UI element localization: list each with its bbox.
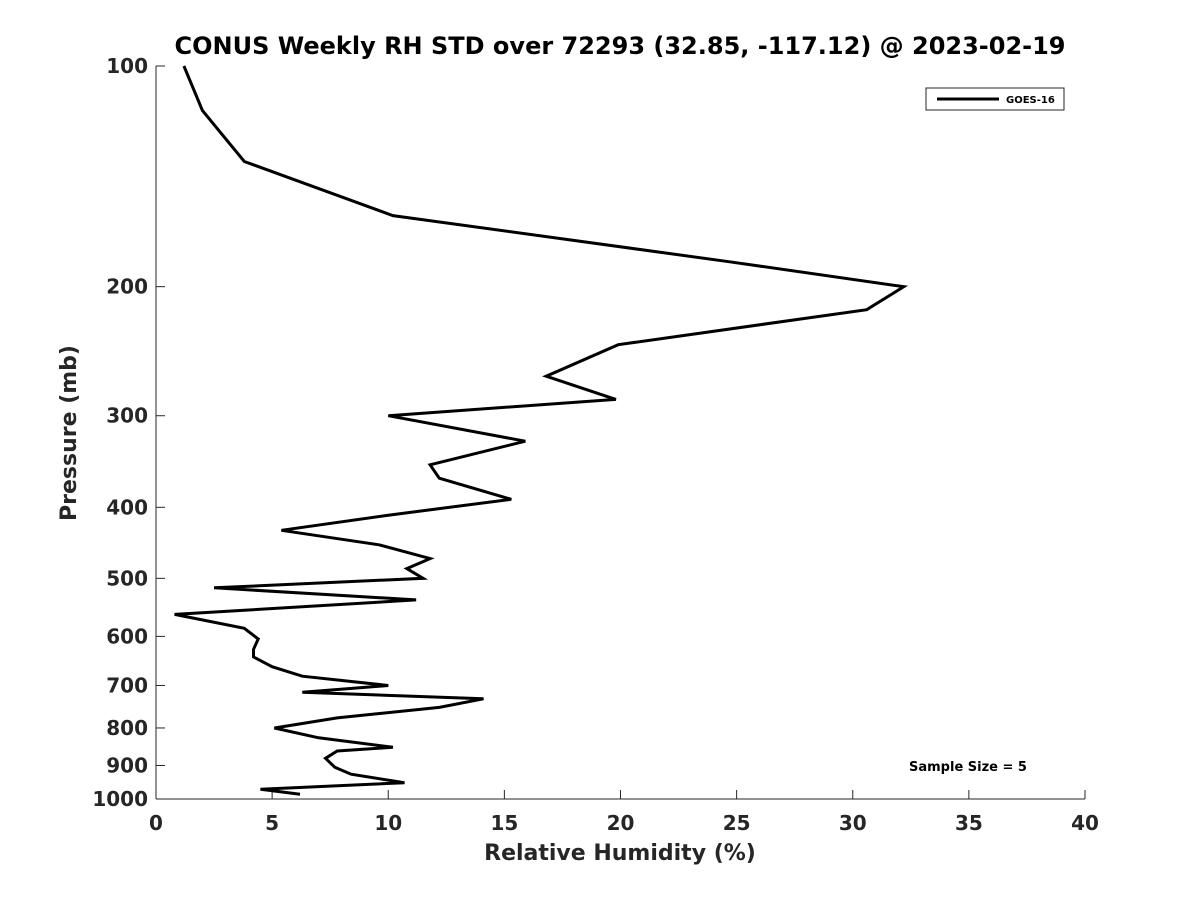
- y-axis-label: Pressure (mb): [57, 345, 82, 521]
- x-tick-label: 10: [374, 811, 402, 835]
- series-line-goes-16: [174, 65, 909, 796]
- y-tick-label: 100: [106, 54, 148, 78]
- x-tick-label: 40: [1071, 811, 1099, 835]
- sample-size-annotation: Sample Size = 5: [909, 760, 1027, 775]
- y-tick-label: 700: [106, 673, 148, 697]
- x-tick-label: 25: [723, 811, 751, 835]
- y-tick-label: 300: [106, 404, 148, 428]
- legend: GOES-16: [925, 87, 1065, 111]
- y-tick-label: 500: [106, 566, 148, 590]
- legend-entry-goes-16: GOES-16: [1006, 95, 1055, 106]
- y-tick-label: 900: [106, 753, 148, 777]
- x-tick-label: 0: [149, 811, 163, 835]
- x-axis-label: Relative Humidity (%): [484, 841, 756, 866]
- y-tick-label: 800: [106, 716, 148, 740]
- x-axis-ticks: 0 5 10 15 20 25 30 35 40: [149, 790, 1099, 835]
- x-tick-label: 30: [839, 811, 867, 835]
- y-tick-label: 200: [106, 275, 148, 299]
- y-tick-label: 1000: [92, 787, 148, 811]
- y-tick-label: 600: [106, 624, 148, 648]
- chart-title: CONUS Weekly RH STD over 72293 (32.85, -…: [174, 32, 1065, 60]
- y-tick-label: 400: [106, 495, 148, 519]
- x-tick-label: 35: [955, 811, 983, 835]
- x-tick-label: 20: [607, 811, 635, 835]
- x-tick-label: 15: [490, 811, 518, 835]
- y-axis-ticks: 100 200 300 400 500 600 700 800 900 1000: [92, 54, 165, 811]
- x-tick-label: 5: [265, 811, 279, 835]
